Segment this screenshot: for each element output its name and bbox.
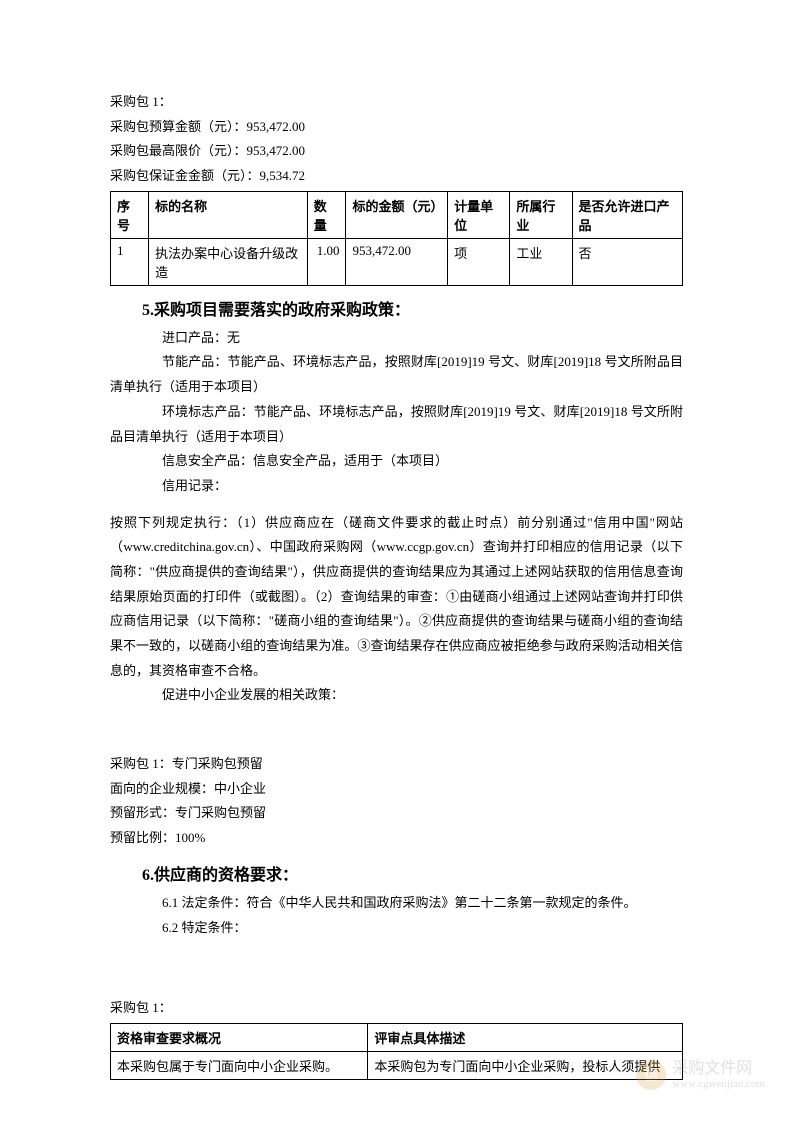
budget-label: 采购包预算金额（元）： bbox=[110, 119, 247, 134]
qualification-table: 资格审查要求概况 评审点具体描述 本采购包属于专门面向中小企业采购。 本采购包为… bbox=[110, 1023, 683, 1080]
sme-form-value: 专门采购包预留 bbox=[175, 805, 266, 820]
env-products: 环境标志产品：节能产品、环境标志产品，按照财库[2019]19 号文、财库[20… bbox=[110, 400, 683, 449]
sme-scale-value: 中小企业 bbox=[214, 781, 266, 796]
watermark-icon: 信 bbox=[636, 1060, 666, 1090]
td-industry: 工业 bbox=[510, 238, 572, 285]
deposit-line: 采购包保证金金额（元）：9,534.72 bbox=[110, 164, 683, 189]
section5-title: 5.采购项目需要落实的政府采购政策： bbox=[142, 296, 683, 320]
max-line: 采购包最高限价（元）：953,472.00 bbox=[110, 139, 683, 164]
td-seq: 1 bbox=[111, 238, 149, 285]
th-import: 是否允许进口产品 bbox=[572, 191, 682, 238]
sme-policy: 促进中小企业发展的相关政策： bbox=[110, 683, 683, 708]
sme-scale-label: 面向的企业规模： bbox=[110, 781, 214, 796]
budget-line: 采购包预算金额（元）：953,472.00 bbox=[110, 115, 683, 140]
th-qual-overview: 资格审查要求概况 bbox=[111, 1023, 368, 1051]
max-label: 采购包最高限价（元）： bbox=[110, 143, 247, 158]
section6-item1: 6.1 法定条件：符合《中华人民共和国政府采购法》第二十二条第一款规定的条件。 bbox=[162, 891, 683, 916]
sme-form-label: 预留形式： bbox=[110, 805, 175, 820]
td-qty: 1.00 bbox=[307, 238, 346, 285]
credit-body: 按照下列规定执行：（1）供应商应在（磋商文件要求的截止时点）前分别通过"信用中国… bbox=[110, 511, 683, 684]
document-page: 采购包 1： 采购包预算金额（元）：953,472.00 采购包最高限价（元）：… bbox=[0, 0, 793, 1148]
package2-label: 采购包 1： bbox=[110, 996, 683, 1021]
sme-line2: 面向的企业规模：中小企业 bbox=[110, 777, 683, 802]
watermark-text: 采购文件网 www.cgwenjian.com bbox=[672, 1060, 765, 1090]
sme-ratio-value: 100% bbox=[175, 830, 205, 845]
sme-line4: 预留比例：100% bbox=[110, 826, 683, 851]
credit-label: 信用记录： bbox=[110, 474, 683, 499]
package-name: 采购包 1： bbox=[110, 90, 683, 115]
budget-value: 953,472.00 bbox=[247, 119, 306, 134]
deposit-label: 采购包保证金金额（元）： bbox=[110, 168, 260, 183]
sme-ratio-label: 预留比例： bbox=[110, 830, 175, 845]
th-seq: 序号 bbox=[111, 191, 149, 238]
sme-line1: 采购包 1：专门采购包预留 bbox=[110, 752, 683, 777]
td-unit: 项 bbox=[448, 238, 510, 285]
table-header-row: 序号 标的名称 数量 标的金额（元） 计量单位 所属行业 是否允许进口产品 bbox=[111, 191, 683, 238]
th-industry: 所属行业 bbox=[510, 191, 572, 238]
th-qty: 数量 bbox=[307, 191, 346, 238]
table-row: 本采购包属于专门面向中小企业采购。 本采购包为专门面向中小企业采购，投标人须提供 bbox=[111, 1051, 683, 1079]
th-qual-detail: 评审点具体描述 bbox=[368, 1023, 683, 1051]
td-qual-overview: 本采购包属于专门面向中小企业采购。 bbox=[111, 1051, 368, 1079]
td-amount: 953,472.00 bbox=[346, 238, 448, 285]
th-amount: 标的金额（元） bbox=[346, 191, 448, 238]
sme-line3: 预留形式：专门采购包预留 bbox=[110, 801, 683, 826]
td-import: 否 bbox=[572, 238, 682, 285]
items-table: 序号 标的名称 数量 标的金额（元） 计量单位 所属行业 是否允许进口产品 1 … bbox=[110, 191, 683, 286]
watermark-line2: www.cgwenjian.com bbox=[672, 1078, 765, 1090]
energy-products: 节能产品：节能产品、环境标志产品，按照财库[2019]19 号文、财库[2019… bbox=[110, 350, 683, 399]
th-unit: 计量单位 bbox=[448, 191, 510, 238]
section6-title: 6.供应商的资格要求： bbox=[142, 861, 683, 885]
td-name: 执法办案中心设备升级改造 bbox=[149, 238, 308, 285]
deposit-value: 9,534.72 bbox=[260, 168, 306, 183]
section6-item2: 6.2 特定条件： bbox=[162, 916, 683, 941]
th-name: 标的名称 bbox=[149, 191, 308, 238]
table-row: 1 执法办案中心设备升级改造 1.00 953,472.00 项 工业 否 bbox=[111, 238, 683, 285]
watermark-line1: 采购文件网 bbox=[672, 1060, 765, 1078]
infosec-products: 信息安全产品：信息安全产品，适用于（本项目） bbox=[110, 449, 683, 474]
watermark: 信 采购文件网 www.cgwenjian.com bbox=[636, 1060, 765, 1090]
max-value: 953,472.00 bbox=[247, 143, 306, 158]
table-header-row: 资格审查要求概况 评审点具体描述 bbox=[111, 1023, 683, 1051]
imported-products: 进口产品：无 bbox=[110, 326, 683, 351]
